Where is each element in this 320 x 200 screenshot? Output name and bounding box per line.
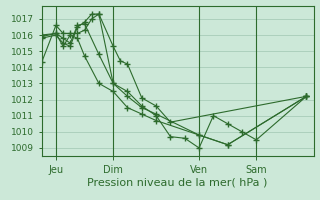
X-axis label: Pression niveau de la mer( hPa ): Pression niveau de la mer( hPa )	[87, 178, 268, 188]
